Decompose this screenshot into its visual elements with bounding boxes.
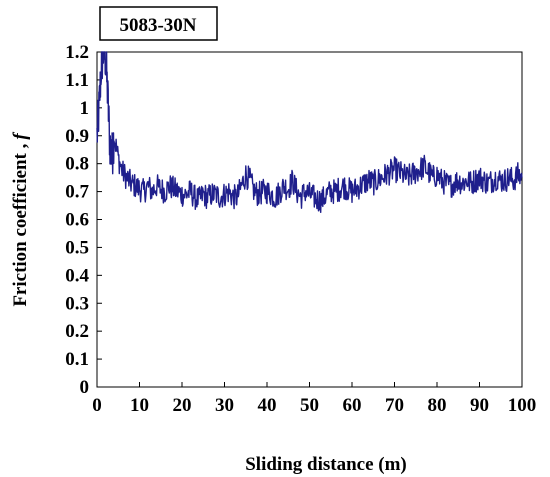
y-axis-title-text: Friction coefficient ,	[10, 143, 31, 306]
x-tick-label: 20	[173, 395, 192, 416]
x-tick-label: 90	[470, 395, 489, 416]
y-axis-title-symbol: f	[10, 132, 31, 140]
x-tick-label: 50	[300, 395, 319, 416]
x-tick-label: 40	[258, 395, 277, 416]
y-tick-label: 0.7	[65, 182, 89, 203]
y-tick-labels: 0 0.1 0.2 0.3 0.4 0.5 0.6 0.7 0.8 0.9 1 1.1 1.2	[65, 42, 89, 398]
x-axis-title: Sliding distance (m)	[245, 454, 407, 475]
y-tick-label: 0.3	[65, 293, 89, 314]
x-tick-label: 10	[130, 395, 149, 416]
y-tick-label: 0	[80, 377, 90, 398]
chart-title: 5083-30N	[119, 15, 196, 36]
x-tick-label: 100	[508, 395, 537, 416]
y-tick-label: 0.2	[65, 321, 89, 342]
series-line	[96, 51, 523, 213]
y-tick-label: 0.6	[65, 210, 89, 231]
y-tick-label: 0.8	[65, 154, 89, 175]
y-tick-label: 1.1	[65, 70, 89, 91]
x-tick-label: 70	[385, 395, 404, 416]
y-tick-label: 0.4	[65, 265, 89, 286]
y-tick-label: 0.1	[65, 349, 89, 370]
title-badge	[99, 6, 218, 41]
x-tick-label: 80	[428, 395, 447, 416]
y-tick-label: 1.2	[65, 42, 89, 63]
x-tick-labels: 0 10 20 30 40 50 60 70 80 90 100	[92, 395, 536, 416]
x-tick-label: 30	[215, 395, 234, 416]
plot-area	[96, 51, 523, 388]
x-tick-label: 0	[92, 395, 102, 416]
y-tick-label: 0.9	[65, 126, 89, 147]
y-tick-label: 0.5	[65, 237, 89, 258]
y-axis-title: Friction coefficient , f	[10, 132, 31, 307]
y-tick-label: 1	[80, 98, 90, 119]
x-tick-label: 60	[343, 395, 362, 416]
